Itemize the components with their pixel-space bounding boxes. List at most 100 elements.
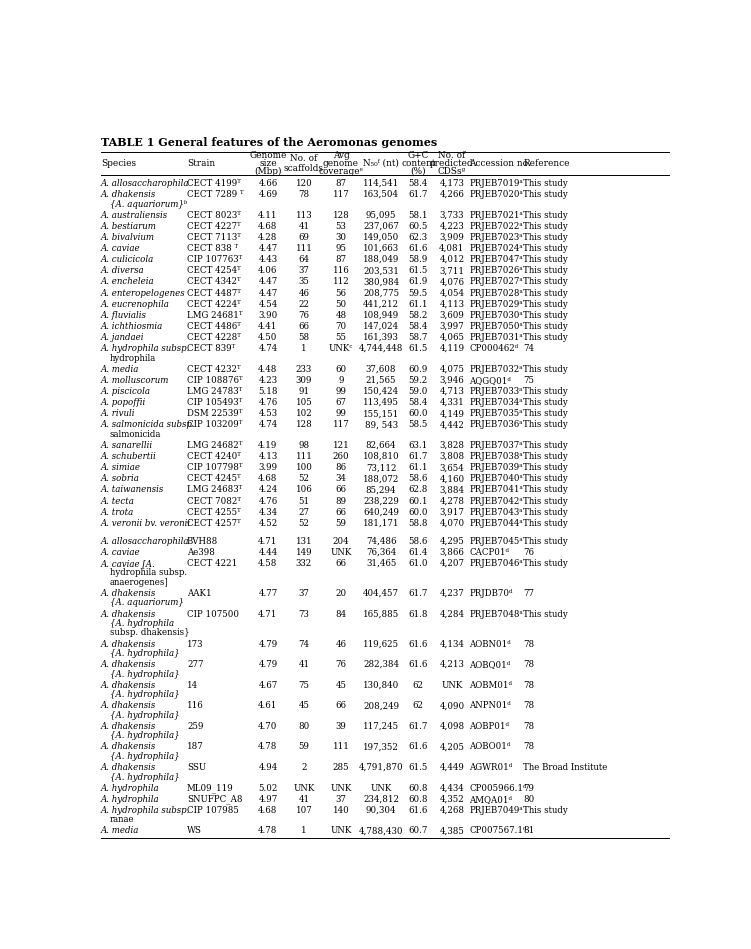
Text: 3,711: 3,711 bbox=[439, 267, 464, 275]
Text: 66: 66 bbox=[336, 559, 346, 568]
Text: 404,457: 404,457 bbox=[363, 589, 399, 598]
Text: 112: 112 bbox=[333, 277, 349, 287]
Text: 75: 75 bbox=[298, 680, 309, 690]
Text: 21,565: 21,565 bbox=[366, 376, 397, 385]
Text: A. ichthiosmia: A. ichthiosmia bbox=[101, 322, 163, 331]
Text: 147,024: 147,024 bbox=[363, 322, 400, 331]
Text: 101,663: 101,663 bbox=[363, 244, 400, 253]
Text: 60.5: 60.5 bbox=[409, 222, 428, 231]
Text: 79: 79 bbox=[523, 784, 535, 792]
Text: 34: 34 bbox=[336, 474, 346, 483]
Text: A. dhakensis: A. dhakensis bbox=[101, 701, 156, 710]
Text: This study: This study bbox=[523, 288, 569, 298]
Text: 37: 37 bbox=[299, 267, 309, 275]
Text: 9: 9 bbox=[338, 376, 344, 385]
Text: 100: 100 bbox=[296, 463, 312, 473]
Text: CP000462ᵈ: CP000462ᵈ bbox=[469, 344, 518, 353]
Text: PRJEB7044ᵃ: PRJEB7044ᵃ bbox=[469, 519, 523, 528]
Text: A. taiwanensis: A. taiwanensis bbox=[101, 486, 164, 494]
Text: N₅₀ᶠ (nt): N₅₀ᶠ (nt) bbox=[363, 158, 399, 168]
Text: 108,810: 108,810 bbox=[363, 452, 400, 461]
Text: 60: 60 bbox=[336, 364, 346, 374]
Text: 4.97: 4.97 bbox=[258, 794, 278, 804]
Text: 46: 46 bbox=[298, 288, 309, 298]
Text: 203,531: 203,531 bbox=[363, 267, 399, 275]
Text: ranae: ranae bbox=[110, 815, 134, 825]
Text: PRJEB7049ᵃ: PRJEB7049ᵃ bbox=[469, 806, 523, 815]
Text: A. hydrophila subsp.: A. hydrophila subsp. bbox=[101, 344, 190, 353]
Text: 128: 128 bbox=[296, 420, 312, 429]
Text: 4.23: 4.23 bbox=[258, 376, 277, 385]
Text: 4,076: 4,076 bbox=[439, 277, 464, 287]
Text: A. allosaccharophila: A. allosaccharophila bbox=[101, 179, 189, 188]
Text: 63.1: 63.1 bbox=[409, 441, 428, 450]
Text: 59.5: 59.5 bbox=[409, 288, 428, 298]
Text: 59.0: 59.0 bbox=[409, 387, 428, 396]
Text: 78: 78 bbox=[523, 742, 535, 752]
Text: {A. hydrophila}: {A. hydrophila} bbox=[110, 690, 179, 699]
Text: This study: This study bbox=[523, 806, 569, 815]
Text: 87: 87 bbox=[336, 179, 346, 188]
Text: PRJEB7048ᵃ: PRJEB7048ᵃ bbox=[469, 609, 523, 619]
Text: 4,295: 4,295 bbox=[439, 536, 464, 546]
Text: 60.0: 60.0 bbox=[409, 409, 428, 419]
Text: 4,173: 4,173 bbox=[439, 179, 464, 188]
Text: 128: 128 bbox=[333, 211, 349, 219]
Text: WS: WS bbox=[187, 827, 202, 835]
Text: 4.52: 4.52 bbox=[258, 519, 278, 528]
Text: LMG 24682ᵀ: LMG 24682ᵀ bbox=[187, 441, 243, 450]
Text: 120: 120 bbox=[296, 179, 312, 188]
Text: A. dhakensis: A. dhakensis bbox=[101, 640, 156, 648]
Text: AOBP01ᵈ: AOBP01ᵈ bbox=[469, 722, 509, 731]
Text: 76: 76 bbox=[523, 548, 535, 557]
Text: CECT 7082ᵀ: CECT 7082ᵀ bbox=[187, 496, 241, 506]
Text: 188,072: 188,072 bbox=[363, 474, 400, 483]
Text: PRJEB7021ᵃ: PRJEB7021ᵃ bbox=[469, 211, 523, 219]
Text: PRJEB7039ᵃ: PRJEB7039ᵃ bbox=[469, 463, 523, 473]
Text: 58.8: 58.8 bbox=[409, 519, 428, 528]
Text: 60.9: 60.9 bbox=[409, 364, 428, 374]
Text: 4.53: 4.53 bbox=[258, 409, 277, 419]
Text: A. dhakensis: A. dhakensis bbox=[101, 722, 156, 731]
Text: 67: 67 bbox=[336, 399, 346, 407]
Text: PRJEB7028ᵃ: PRJEB7028ᵃ bbox=[469, 288, 523, 298]
Text: CECT 4199ᵀ: CECT 4199ᵀ bbox=[187, 179, 241, 188]
Text: PRJEB7031ᵃ: PRJEB7031ᵃ bbox=[469, 333, 523, 342]
Text: 86: 86 bbox=[336, 463, 346, 473]
Text: 4.74: 4.74 bbox=[258, 420, 278, 429]
Text: LMG 24783ᵀ: LMG 24783ᵀ bbox=[187, 387, 243, 396]
Text: 4,713: 4,713 bbox=[439, 387, 464, 396]
Text: 84: 84 bbox=[336, 609, 346, 619]
Text: CECT 839ᵀ: CECT 839ᵀ bbox=[187, 344, 235, 353]
Text: 74: 74 bbox=[298, 640, 309, 648]
Text: UNK: UNK bbox=[441, 680, 463, 690]
Text: 60.1: 60.1 bbox=[409, 496, 428, 506]
Text: 60.0: 60.0 bbox=[409, 508, 428, 516]
Text: CECT 4254ᵀ: CECT 4254ᵀ bbox=[187, 267, 241, 275]
Text: 4,207: 4,207 bbox=[439, 559, 464, 568]
Text: 4,205: 4,205 bbox=[439, 742, 464, 752]
Text: 80: 80 bbox=[523, 794, 535, 804]
Text: 4,012: 4,012 bbox=[439, 255, 464, 264]
Text: 4.54: 4.54 bbox=[258, 300, 278, 308]
Text: 4.19: 4.19 bbox=[258, 441, 278, 450]
Text: A. caviae [A.: A. caviae [A. bbox=[101, 559, 155, 568]
Text: CIP 107763ᵀ: CIP 107763ᵀ bbox=[187, 255, 243, 264]
Text: 77: 77 bbox=[523, 589, 535, 598]
Text: 55: 55 bbox=[336, 333, 346, 342]
Text: 4.28: 4.28 bbox=[258, 233, 278, 242]
Text: 1: 1 bbox=[301, 827, 307, 835]
Text: Reference: Reference bbox=[523, 158, 570, 168]
Text: 20: 20 bbox=[336, 589, 346, 598]
Text: This study: This study bbox=[523, 399, 569, 407]
Text: A. caviae: A. caviae bbox=[101, 548, 140, 557]
Text: 3.90: 3.90 bbox=[258, 310, 278, 320]
Text: 4,149: 4,149 bbox=[439, 409, 464, 419]
Text: This study: This study bbox=[523, 409, 569, 419]
Text: PRJEB7029ᵃ: PRJEB7029ᵃ bbox=[469, 300, 523, 308]
Text: A. media: A. media bbox=[101, 364, 139, 374]
Text: 4,213: 4,213 bbox=[439, 661, 464, 669]
Text: 4.78: 4.78 bbox=[258, 827, 278, 835]
Text: This study: This study bbox=[523, 474, 569, 483]
Text: 208,249: 208,249 bbox=[363, 701, 400, 710]
